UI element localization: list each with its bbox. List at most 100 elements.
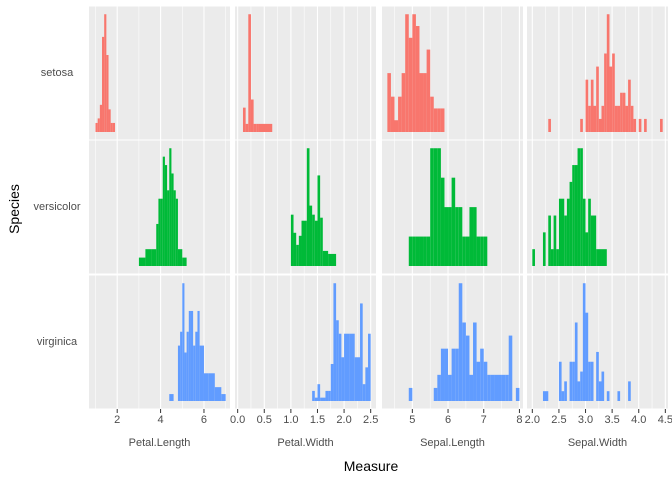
- histogram-bar-versicolor: [483, 236, 488, 266]
- histogram-bar-setosa: [95, 122, 98, 132]
- histogram-bar-virginica: [182, 283, 185, 401]
- histogram-bar-virginica: [330, 363, 334, 401]
- facet-label: Sepal.Length: [420, 437, 485, 449]
- histogram-bar-virginica: [444, 348, 449, 401]
- histogram-bar-versicolor: [542, 232, 546, 266]
- histogram-bar-virginica: [572, 361, 575, 401]
- histogram-bar-versicolor: [455, 207, 459, 266]
- x-axis-title: Measure: [344, 458, 399, 474]
- histogram-bar-versicolor: [556, 249, 559, 266]
- histogram-bar-setosa: [258, 123, 273, 132]
- histogram-bar-versicolor: [328, 253, 337, 266]
- x-tick-label: 6: [445, 414, 451, 426]
- species-label-versicolor: versicolor: [33, 201, 80, 213]
- histogram-bar-versicolor: [298, 235, 302, 266]
- histogram-bar-virginica: [590, 361, 594, 401]
- histogram-bar-versicolor: [151, 249, 157, 266]
- histogram-bar-versicolor: [580, 148, 583, 266]
- histogram-bar-setosa: [398, 96, 402, 132]
- histogram-bar-virginica: [574, 322, 578, 401]
- histogram-bar-versicolor: [138, 257, 146, 266]
- histogram-bar-virginica: [515, 387, 520, 401]
- histogram-bar-virginica: [480, 348, 484, 401]
- histogram-bar-versicolor: [469, 207, 474, 266]
- histogram-bar-versicolor: [437, 148, 441, 266]
- histogram-bar-versicolor: [182, 257, 187, 266]
- histogram-bar-versicolor: [473, 207, 477, 266]
- histogram-bar-versicolor: [426, 236, 431, 266]
- histogram-bar-versicolor: [175, 198, 178, 266]
- histogram-bar-versicolor: [290, 214, 294, 266]
- histogram-bar-virginica: [190, 310, 194, 401]
- x-tick-label: 2.5: [363, 414, 378, 426]
- histogram-bar-versicolor: [548, 215, 551, 266]
- histogram-bar-virginica: [169, 394, 174, 401]
- histogram-bar-setosa: [102, 36, 105, 132]
- x-tick-label: 3.0: [578, 414, 593, 426]
- histogram-bar-virginica: [360, 303, 363, 401]
- histogram-bar-virginica: [433, 387, 438, 401]
- histogram-bar-versicolor: [320, 217, 323, 266]
- histogram-bar-setosa: [390, 96, 395, 132]
- histogram-bar-setosa: [622, 92, 626, 132]
- histogram-bar-virginica: [221, 394, 226, 401]
- histogram-bar-virginica: [193, 345, 196, 401]
- histogram-bar-versicolor: [158, 198, 161, 266]
- histogram-bar-virginica: [498, 374, 502, 401]
- histogram-bar-versicolor: [458, 207, 463, 266]
- histogram-bar-virginica: [596, 351, 599, 401]
- histogram-bar-versicolor: [173, 190, 176, 266]
- species-label-setosa: setosa: [41, 67, 74, 79]
- histogram-bar-versicolor: [169, 148, 172, 266]
- histogram-bar-versicolor: [590, 215, 597, 266]
- histogram-bar-setosa: [250, 99, 254, 132]
- x-tick-label: 3.5: [604, 414, 619, 426]
- histogram-bar-versicolor: [588, 198, 591, 266]
- histogram-bar-versicolor: [440, 177, 445, 266]
- histogram-bar-versicolor: [162, 156, 165, 266]
- histogram-bar-setosa: [387, 73, 391, 132]
- histogram-bar-versicolor: [171, 173, 174, 266]
- histogram-bar-versicolor: [601, 249, 607, 266]
- facet-Sepal.Width: 2.0 2.5 3.0 3.5 4.0 4.5 Sepal.Width: [525, 6, 672, 449]
- x-tick-label: 4.0: [631, 414, 646, 426]
- histogram-bar-versicolor: [569, 181, 573, 266]
- histogram-bar-setosa: [588, 105, 591, 132]
- histogram-bar-setosa: [433, 108, 438, 132]
- histogram-bar-versicolor: [167, 190, 170, 266]
- histogram-bar-virginica: [440, 348, 445, 401]
- histogram-bar-setosa: [593, 105, 597, 132]
- histogram-bar-virginica: [328, 390, 331, 401]
- histogram-bar-setosa: [601, 105, 605, 132]
- histogram-bar-setosa: [606, 14, 610, 133]
- histogram-bar-setosa: [106, 55, 109, 132]
- histogram-bar-versicolor: [301, 220, 307, 266]
- x-tick-label: 6: [201, 414, 207, 426]
- histogram-bar-setosa: [426, 49, 431, 132]
- histogram-bar-versicolor: [465, 236, 470, 266]
- x-tick-label: 0.0: [230, 414, 245, 426]
- histogram-bar-virginica: [197, 310, 200, 401]
- histogram-bar-versicolor: [572, 165, 575, 266]
- histogram-bar-versicolor: [451, 177, 456, 266]
- histogram-bar-virginica: [365, 367, 369, 401]
- histogram-bar-setosa: [644, 118, 647, 132]
- histogram-bar-versicolor: [177, 249, 183, 266]
- histogram-bar-virginica: [505, 374, 509, 401]
- histogram-bar-setosa: [638, 118, 642, 132]
- histogram-bar-virginica: [494, 374, 499, 401]
- histogram-bar-versicolor: [309, 205, 313, 266]
- histogram-bar-setosa: [625, 105, 629, 132]
- histogram-bar-setosa: [419, 73, 424, 132]
- histogram-bar-virginica: [451, 348, 456, 401]
- histogram-bar-virginica: [564, 381, 567, 401]
- facet-Sepal.Length: 5 6 7 8 Sepal.Length: [382, 6, 523, 449]
- histogram-bar-virginica: [336, 320, 339, 401]
- x-tick-label: 4: [158, 414, 164, 426]
- histogram-bar-versicolor: [160, 198, 163, 266]
- histogram-bar-versicolor: [476, 236, 481, 266]
- histogram-bar-setosa: [633, 118, 637, 132]
- histogram-bar-versicolor: [550, 249, 554, 266]
- histogram-bar-virginica: [569, 361, 573, 401]
